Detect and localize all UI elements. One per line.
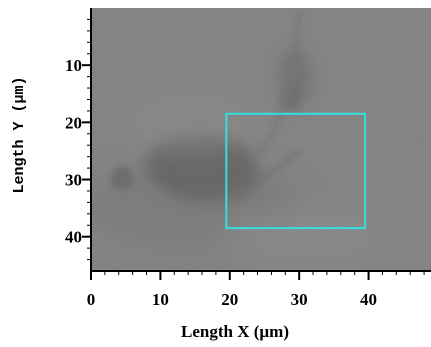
- micrograph-image: [91, 8, 431, 271]
- x-tick-label: 30: [291, 290, 308, 309]
- x-axis-title: Length X (µm): [181, 322, 289, 341]
- y-tick-label: 40: [65, 228, 82, 247]
- y-tick-labels: 10 20 30 40: [65, 56, 82, 247]
- y-axis-title: Length Y (µm): [11, 76, 28, 193]
- roi-layer: [225, 112, 367, 230]
- y-tick-label: 20: [65, 113, 82, 132]
- x-tick-label: 0: [87, 290, 96, 309]
- x-tick-label: 40: [360, 290, 377, 309]
- x-tick-labels: 0 10 20 30 40: [87, 290, 377, 309]
- x-tick-label: 20: [221, 290, 238, 309]
- roi-rectangle: [225, 112, 367, 230]
- x-tick-label: 10: [152, 290, 169, 309]
- y-tick-label: 10: [65, 56, 82, 75]
- axes: [82, 8, 431, 280]
- y-tick-label: 30: [65, 171, 82, 190]
